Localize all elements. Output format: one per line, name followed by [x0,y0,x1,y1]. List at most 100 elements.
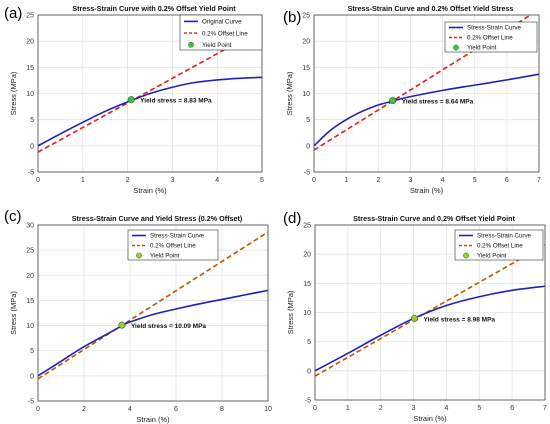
legend-entry: Yield Point [150,253,180,260]
yield-point-marker [127,96,135,104]
x-tick-label: 2 [379,405,383,412]
chart-title: Stress-Strain Curve and 0.2% Offset Yiel… [353,214,515,223]
y-axis-label: Stress (MPa) [9,71,18,115]
legend-entry: Stress-Strain Curve [477,233,532,240]
x-tick-label: 4 [444,405,448,412]
x-tick-label: 4 [215,177,219,184]
panel-c: 0 2 4 6 8 10 -5 0 5 10 15 20 25 30 Yield stress = 10.0… [0,205,275,424]
yield-annotation: Yield stress = 8.83 MPa [140,98,212,105]
x-axis-label: Strain (%) [133,186,167,195]
x-tick-label: 6 [174,406,178,413]
data-layer [315,244,545,377]
panel-d: 0 1 2 3 4 5 6 7 -5 0 5 10 15 20 25 Yield stress = 8.98 … [275,205,550,424]
y-tick-label: 25 [303,223,311,230]
data-layer [38,231,268,380]
panel-a: 0 1 2 3 4 5 -5 0 5 10 15 20 25 Yield stress = 8.83 MP… [0,0,275,205]
x-tick-label: 5 [260,177,264,184]
x-axis-label: Strain (%) [410,186,444,195]
axes-box [37,224,269,402]
x-tick-label: 2 [126,177,130,184]
y-tick-label: 20 [26,39,34,46]
legend: Original Curve 0.2% Offset Line Yield Poin… [179,14,263,51]
y-axis-label: Stress (MPa) [285,71,294,115]
y-tick-label: 25 [26,13,34,20]
legend-entry: Yield Point [477,253,507,260]
x-axis-label: Strain (%) [413,414,447,423]
x-tick-label: 7 [543,405,547,412]
y-axis-label: Stress (MPa) [286,290,295,334]
panel-label: (b) [283,9,301,26]
legend-swatch-yield [453,44,459,51]
offset-line [315,244,545,377]
y-tick-label: 10 [303,310,311,317]
yield-point-marker [389,97,397,105]
chart-title: Stress-Strain Curve and 0.2% Offset Yiel… [348,4,514,13]
x-tick-label: 4 [128,406,132,413]
legend: Stress-Strain Curve 0.2% Offset Line Yield… [454,229,544,261]
yield-annotation: Yield stress = 10.09 MPa [131,323,206,330]
x-tick-label: 7 [537,177,541,184]
y-tick-label: -5 [28,170,34,177]
stress-strain-curve [315,285,545,372]
y-tick-label: 25 [26,248,34,255]
axes-box [314,224,546,401]
yield-annotation: Yield stress = 8.98 MPa [424,316,496,323]
chart-title: Stress-Strain Curve with 0.2% Offset Yie… [72,4,236,13]
y-tick-label: 20 [302,39,310,46]
y-tick-label: 15 [26,65,34,72]
axes-box [37,14,263,173]
y-tick-label: 0 [307,368,311,375]
y-tick-label: 15 [303,281,311,288]
y-tick-label: 5 [306,117,310,124]
legend-entry: Yield Point [202,42,232,49]
panel-label: (d) [283,210,301,227]
x-tick-label: 3 [412,405,416,412]
yield-point-marker [118,321,126,329]
legend: Stress-Strain Curve 0.2% Offset Line Yield… [444,21,538,53]
x-tick-label: 2 [82,406,86,413]
legend-entry: 0.2% Offset Line [150,243,196,250]
y-tick-label: 0 [306,143,310,150]
legend-swatch-yield [136,252,142,259]
x-tick-label: 6 [510,405,514,412]
x-tick-label: 4 [441,177,445,184]
legend: Stress-Strain Curve 0.2% Offset Line Yield… [127,229,219,261]
x-tick-label: 1 [346,405,350,412]
x-tick-label: 2 [376,177,380,184]
y-tick-label: 0 [30,143,34,150]
y-tick-label: 5 [30,348,34,355]
y-tick-label: 20 [303,252,311,259]
y-tick-label: -5 [305,398,311,405]
legend-entry: 0.2% Offset Line [202,30,248,37]
legend-entry: 0.2% Offset Line [477,243,523,250]
chart-title: Stress-Strain Curve and Yield Stress (0.… [72,214,243,223]
legend-entry: Original Curve [202,19,242,26]
y-tick-label: 20 [26,273,34,280]
x-tick-label: 0 [312,177,316,184]
panel-label: (c) [4,208,22,225]
x-tick-label: 5 [473,177,477,184]
x-tick-label: 10 [264,406,272,413]
x-tick-label: 1 [344,177,348,184]
y-tick-label: 30 [26,223,34,230]
y-tick-label: 10 [26,323,34,330]
x-tick-label: 0 [36,406,40,413]
x-tick-label: 0 [36,177,40,184]
legend-entry: Yield Point [467,45,497,52]
stress-strain-curve [38,76,262,147]
x-tick-label: 6 [505,177,509,184]
axes-box [313,14,540,173]
legend-swatch-yield [188,41,194,48]
y-tick-label: 15 [26,298,34,305]
x-tick-label: 0 [313,405,317,412]
y-tick-label: 5 [30,117,34,124]
legend-entry: Stress-Strain Curve [150,233,205,240]
x-tick-label: 5 [477,405,481,412]
x-axis-label: Strain (%) [136,415,170,424]
y-tick-label: 10 [302,91,310,98]
y-tick-label: -5 [304,170,310,177]
